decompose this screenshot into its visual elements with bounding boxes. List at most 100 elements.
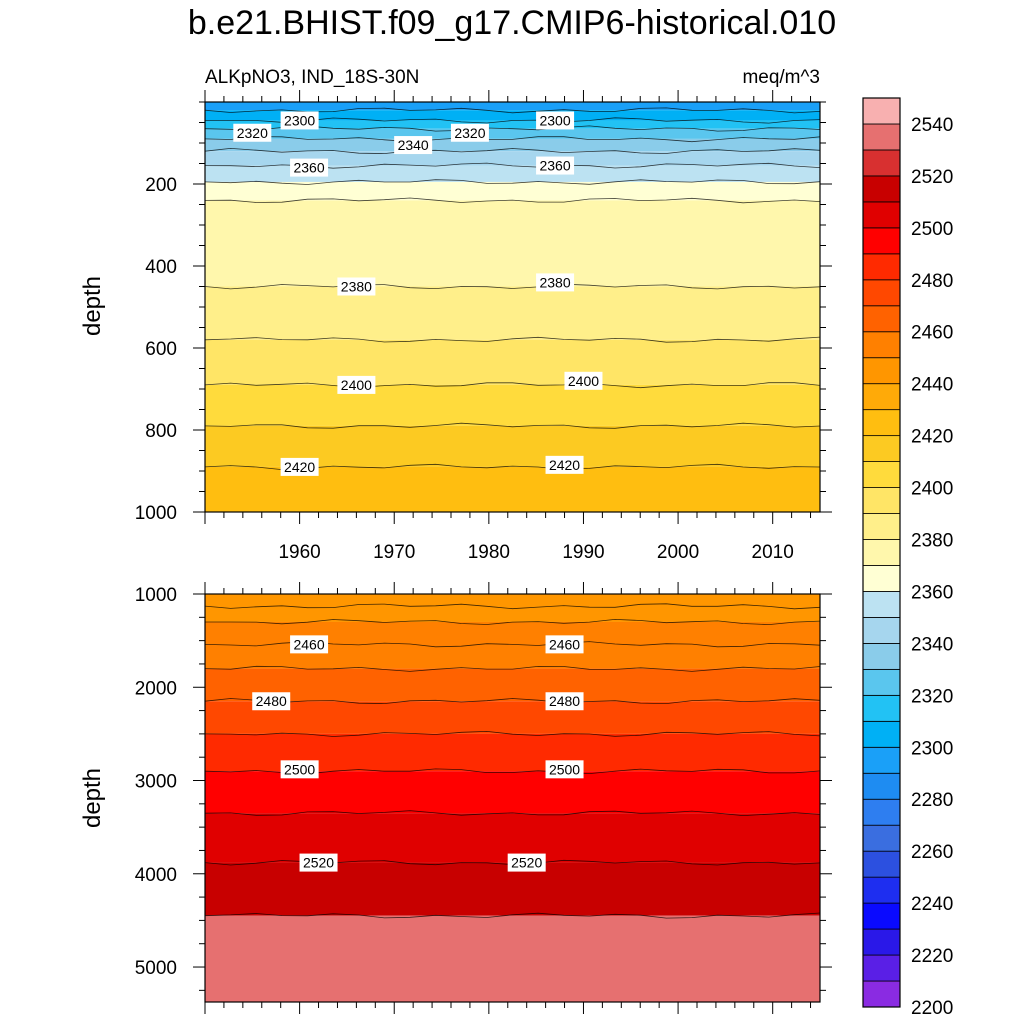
contour-label: 2420	[549, 457, 580, 473]
y-tick-label: 5000	[135, 958, 177, 979]
contour-line	[204, 382, 821, 389]
contour-band-2350	[205, 165, 820, 182]
upper-panel: 200 400 600 800 1000 2320 2300 2340 2320 2300 2360…	[135, 90, 832, 524]
x-tick-label: 1980	[468, 542, 510, 563]
colorbar-tick-label: 2460	[911, 323, 953, 344]
colorbar-swatch-2530	[862, 123, 901, 151]
contour-line	[204, 698, 821, 705]
x-tick-label: 2000	[657, 542, 699, 563]
colorbar-swatch-2230	[862, 902, 901, 930]
y-tick-label: 600	[145, 339, 177, 360]
contour-line	[204, 147, 821, 155]
contour-label-box	[536, 156, 575, 175]
colorbar-swatch-2450	[862, 331, 901, 359]
colorbar-tick-label: 2480	[911, 271, 953, 292]
y-tick-label: 1000	[135, 585, 177, 606]
colorbar-tick-label: 2360	[911, 582, 953, 603]
contour-label: 2520	[511, 855, 542, 871]
y-tick-label: 800	[145, 421, 177, 442]
colorbar-swatch-2260	[862, 824, 901, 852]
x-axis: 1960 1970 1980 1990 2000 2010	[278, 542, 793, 563]
contour-label: 2460	[293, 636, 324, 652]
contour-label: 2480	[549, 693, 580, 709]
contour-line	[204, 665, 821, 672]
colorbar-swatch-2350	[862, 591, 901, 618]
colorbar-swatch-2510	[862, 175, 901, 203]
contour-label: 2360	[539, 158, 570, 174]
contour-label-box	[545, 635, 584, 654]
plot-frame	[204, 593, 821, 1003]
variable-label: ALKpNO3, IND_18S-30N	[205, 67, 419, 88]
contour-label-box	[233, 123, 272, 142]
colorbar-tick-label: 2280	[911, 790, 953, 811]
contour-band-2340	[205, 151, 820, 166]
colorbar-swatch-2430	[862, 383, 901, 411]
colorbar-swatch-2390	[862, 487, 901, 514]
contour-label-box	[545, 760, 584, 779]
contour-label: 2460	[549, 636, 580, 652]
x-tick-label: 1990	[562, 542, 604, 563]
colorbar-tick-label: 2320	[911, 686, 953, 707]
contour-band-2390	[205, 339, 820, 385]
colorbar-swatch-2220	[862, 928, 901, 956]
colorbar-swatch-2270	[862, 798, 901, 826]
y-tick-label: 400	[145, 257, 177, 278]
colorbar-tick-label: 2300	[911, 738, 953, 759]
contour-label-box	[394, 136, 433, 155]
contour-label-box	[290, 635, 329, 654]
colorbar-tick-label: 2400	[911, 479, 953, 500]
contour-label-box	[564, 371, 603, 390]
colorbar-swatch-2310	[862, 694, 901, 722]
contour-line	[205, 618, 821, 626]
contour-band-2300	[205, 110, 820, 121]
contour-band-2320	[205, 128, 820, 139]
contour-line	[204, 603, 821, 610]
colorbar-swatch-2250	[862, 850, 901, 878]
colorbar-swatch-2300	[862, 720, 901, 748]
contour-band-2440	[205, 594, 820, 622]
colorbar-tick-label: 2240	[911, 894, 953, 915]
colorbar-swatch-2240	[862, 876, 901, 904]
lower-y-axis-label: depth	[79, 768, 106, 828]
contour-label: 2420	[284, 459, 315, 475]
colorbar-swatch-2210	[862, 954, 901, 982]
colorbar-swatch-2360	[862, 565, 901, 592]
lower-panel: 1000 2000 3000 4000 5000 2460 2460 2480 2480 2500…	[135, 582, 832, 1014]
contour-label-box	[337, 375, 376, 394]
y-tick-label: 2000	[135, 678, 177, 699]
contour-label: 2320	[237, 125, 268, 141]
contour-label-box	[536, 111, 575, 130]
upper-y-axis-label: depth	[79, 276, 106, 336]
colorbar-tick-label: 2220	[911, 946, 953, 967]
contour-label: 2300	[284, 112, 315, 128]
contour-label-box	[290, 158, 329, 177]
colorbar-frame	[862, 97, 901, 1008]
contour-label-box	[545, 692, 584, 711]
contour-band-2330	[205, 138, 820, 152]
x-tick-label: 2010	[752, 542, 794, 563]
chart-title: b.e21.BHIST.f09_g17.CMIP6-historical.010	[188, 4, 836, 42]
contour-label-box	[280, 111, 319, 130]
contour-label-box	[299, 853, 338, 872]
colorbar-swatch-2440	[862, 357, 901, 385]
colorbar-swatch-2200	[862, 980, 901, 1008]
contour-line	[204, 422, 821, 429]
colorbar-tick-label: 2340	[911, 634, 953, 655]
contour-band-2360	[205, 181, 820, 201]
contour-line	[204, 336, 821, 343]
contour-label: 2500	[549, 761, 580, 777]
colorbar-swatch-2320	[862, 668, 901, 696]
colorbar-swatch-2340	[862, 617, 901, 644]
contour-band-2460	[205, 668, 820, 702]
colorbar-swatch-2520	[862, 149, 901, 177]
contour-label: 2400	[341, 377, 372, 393]
contour-line	[204, 136, 821, 143]
contour-label: 2480	[256, 693, 287, 709]
contour-label-box	[450, 123, 489, 142]
contour-label: 2360	[293, 160, 324, 176]
colorbar-swatch-2490	[862, 227, 901, 255]
contour-line	[204, 283, 821, 290]
colorbar-swatch-2410	[862, 435, 901, 462]
contour-label-box	[337, 277, 376, 296]
colorbar-swatch-2330	[862, 643, 901, 670]
